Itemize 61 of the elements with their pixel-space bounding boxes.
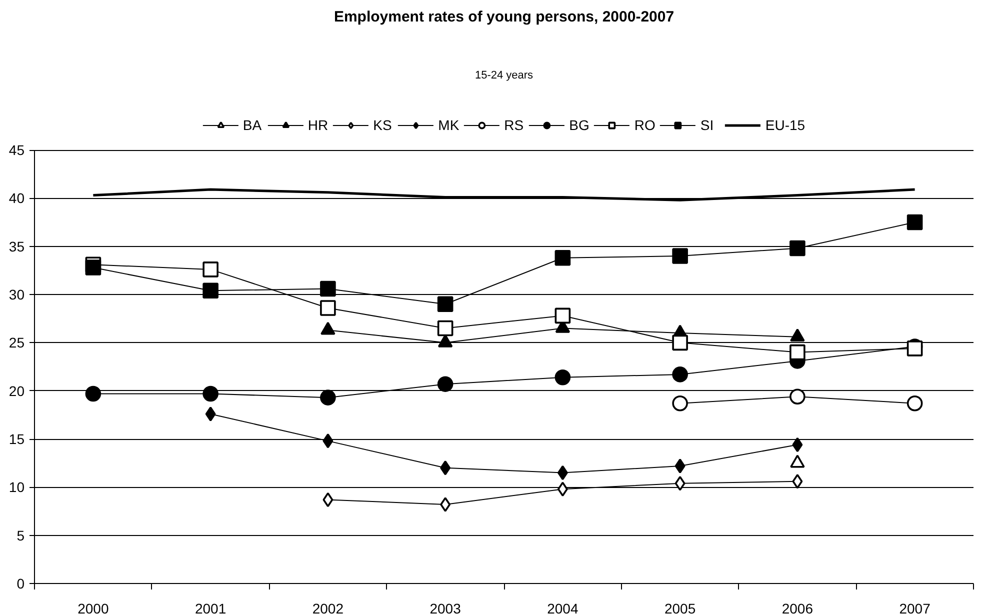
point (202, 386, 218, 402)
point (790, 240, 806, 256)
x-tick-label: 2001 (194, 600, 226, 616)
y-tick-label: 10 (8, 479, 25, 496)
x-tick-label: 2000 (78, 600, 109, 616)
y-tick-label: 0 (16, 576, 25, 592)
y-tick-label: 45 (8, 142, 25, 158)
legend-label: KS (373, 117, 393, 133)
x-tick-label: 2004 (547, 600, 578, 616)
legend-label: EU-15 (765, 117, 806, 133)
point (320, 390, 336, 406)
x-tick-label: 2006 (782, 600, 814, 616)
point (320, 280, 336, 297)
point (554, 250, 571, 266)
legend-label: RO (634, 117, 656, 133)
legend-label: RS (504, 117, 524, 133)
point (85, 386, 102, 402)
point (322, 434, 334, 448)
point (672, 248, 688, 264)
y-tick-label: 15 (8, 431, 25, 448)
point (202, 262, 218, 278)
x-tick-label: 2007 (899, 600, 931, 616)
point (320, 300, 336, 316)
point (437, 320, 454, 336)
legend-label: BA (242, 117, 263, 133)
point (672, 366, 688, 382)
point (437, 296, 454, 312)
point (202, 282, 218, 299)
point (85, 260, 102, 276)
chart-subtitle: 15-24 years (474, 70, 534, 82)
y-tick-label: 25 (8, 334, 25, 351)
point (437, 376, 454, 392)
point (554, 369, 571, 386)
legend-label: MK (438, 117, 460, 133)
point (322, 492, 334, 508)
point (674, 458, 686, 474)
legend-label: BG (569, 117, 590, 133)
line-series (92, 188, 916, 202)
point (906, 214, 923, 230)
point (792, 474, 803, 489)
point (554, 308, 571, 324)
point (440, 460, 451, 476)
point (557, 482, 568, 496)
x-tick-label: 2005 (664, 600, 696, 616)
y-tick-label: 20 (8, 382, 25, 399)
legend-label: SI (700, 117, 715, 133)
x-tick-label: 2003 (430, 600, 462, 616)
x-tick-label: 2002 (312, 600, 344, 616)
y-tick-label: 40 (8, 190, 25, 206)
y-tick-label: 30 (8, 286, 25, 303)
point (557, 465, 568, 480)
point (205, 406, 216, 422)
chart-title: Employment rates of young persons, 2000-2007 (334, 8, 674, 26)
point (672, 334, 688, 351)
point (674, 476, 686, 491)
point (792, 437, 803, 452)
y-tick-label: 5 (16, 527, 25, 544)
y-tick-label: 35 (8, 238, 25, 254)
point (790, 344, 806, 360)
point (440, 497, 451, 512)
legend-label: HR (308, 117, 328, 133)
